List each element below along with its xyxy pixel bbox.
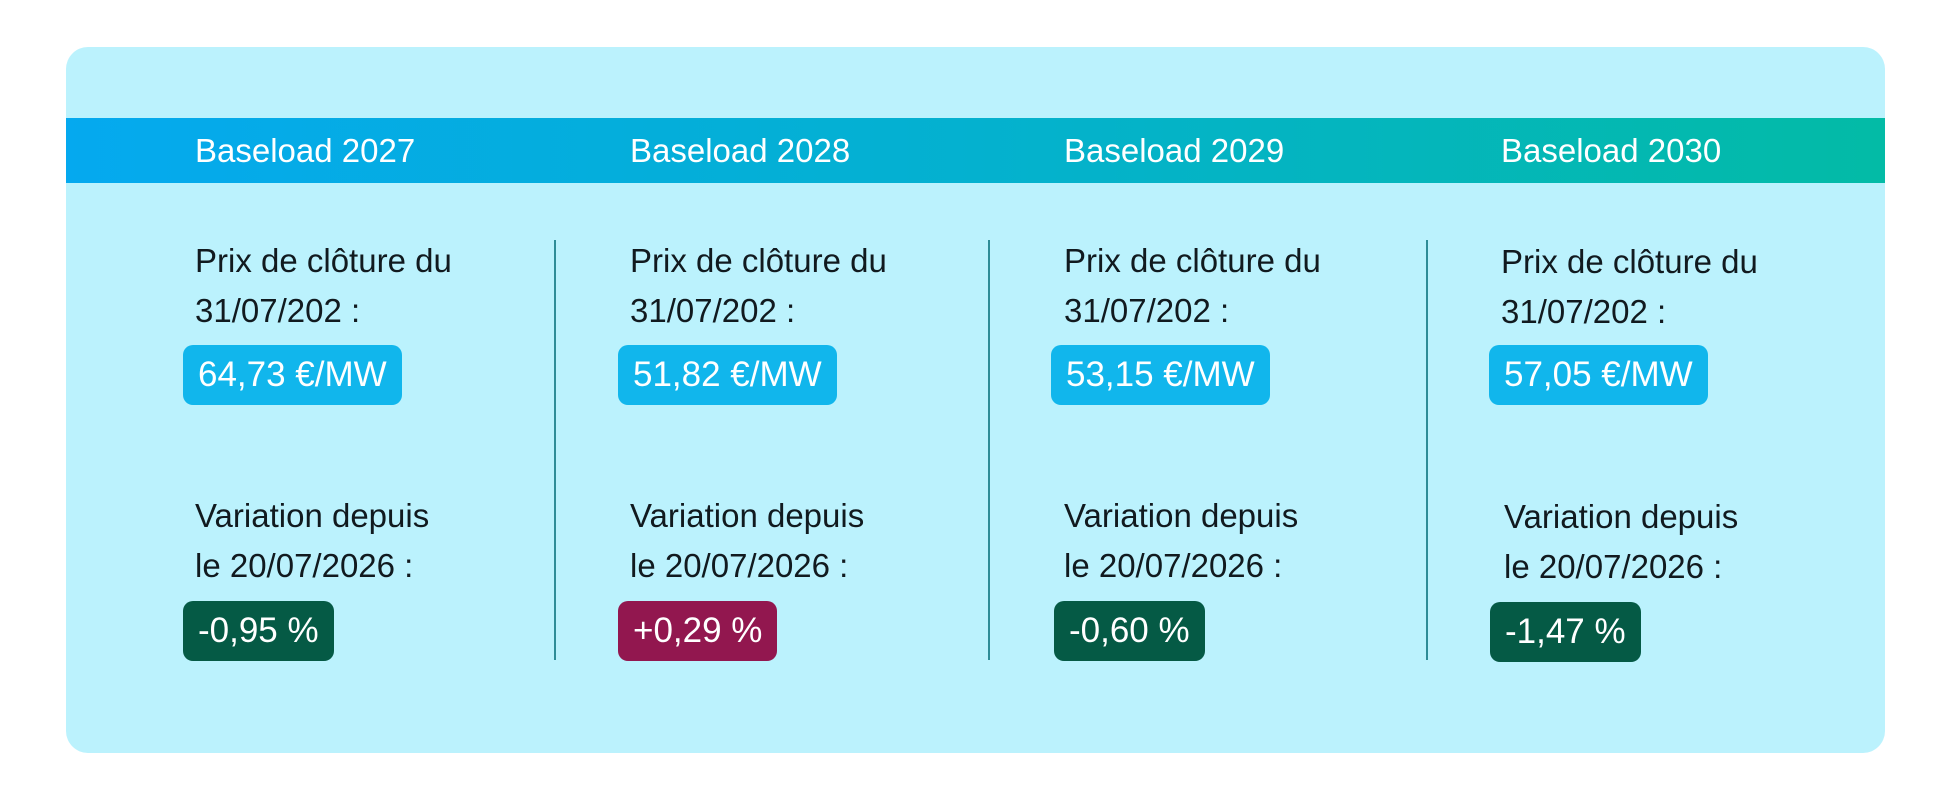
price-label-line2: 31/07/202 : (1064, 292, 1230, 329)
price-label-line2: 31/07/202 : (630, 292, 796, 329)
column-divider (554, 240, 556, 660)
price-label-line2: 31/07/202 : (195, 292, 361, 329)
baseload-prices-card: Baseload 2027 Baseload 2028 Baseload 202… (66, 47, 1885, 753)
column-title-2029: Baseload 2029 (1064, 132, 1285, 169)
price-label-line1: Prix de clôture du (195, 242, 452, 279)
column-divider (1426, 240, 1428, 660)
column-title-2030: Baseload 2030 (1501, 132, 1722, 169)
variation-label-line1: Variation depuis (195, 497, 430, 534)
price-label-line2: 31/07/202 : (1501, 293, 1667, 330)
variation-label-line1: Variation depuis (1504, 498, 1739, 535)
price-label-line1: Prix de clôture du (630, 242, 887, 279)
column-divider (988, 240, 990, 660)
header-band: Baseload 2027 Baseload 2028 Baseload 202… (66, 118, 1885, 183)
variation-badge: -1,47 % (1490, 602, 1641, 662)
variation-badge: -0,95 % (183, 601, 334, 661)
variation-badge: +0,29 % (618, 601, 778, 661)
column-title-2028: Baseload 2028 (630, 132, 851, 169)
variation-label-line1: Variation depuis (1064, 497, 1299, 534)
variation-badge: -0,60 % (1054, 601, 1205, 661)
price-badge: 51,82 €/MW (618, 345, 837, 405)
column-title-2027: Baseload 2027 (195, 132, 416, 169)
price-label-line1: Prix de clôture du (1501, 243, 1758, 280)
price-badge: 57,05 €/MW (1489, 345, 1708, 405)
variation-label-line2: le 20/07/2026 : (630, 547, 849, 584)
variation-label-line2: le 20/07/2026 : (195, 547, 414, 584)
price-label-line1: Prix de clôture du (1064, 242, 1321, 279)
variation-label-line2: le 20/07/2026 : (1504, 548, 1723, 585)
price-badge: 64,73 €/MW (183, 345, 402, 405)
variation-label-line2: le 20/07/2026 : (1064, 547, 1283, 584)
variation-label-line1: Variation depuis (630, 497, 865, 534)
price-badge: 53,15 €/MW (1051, 345, 1270, 405)
